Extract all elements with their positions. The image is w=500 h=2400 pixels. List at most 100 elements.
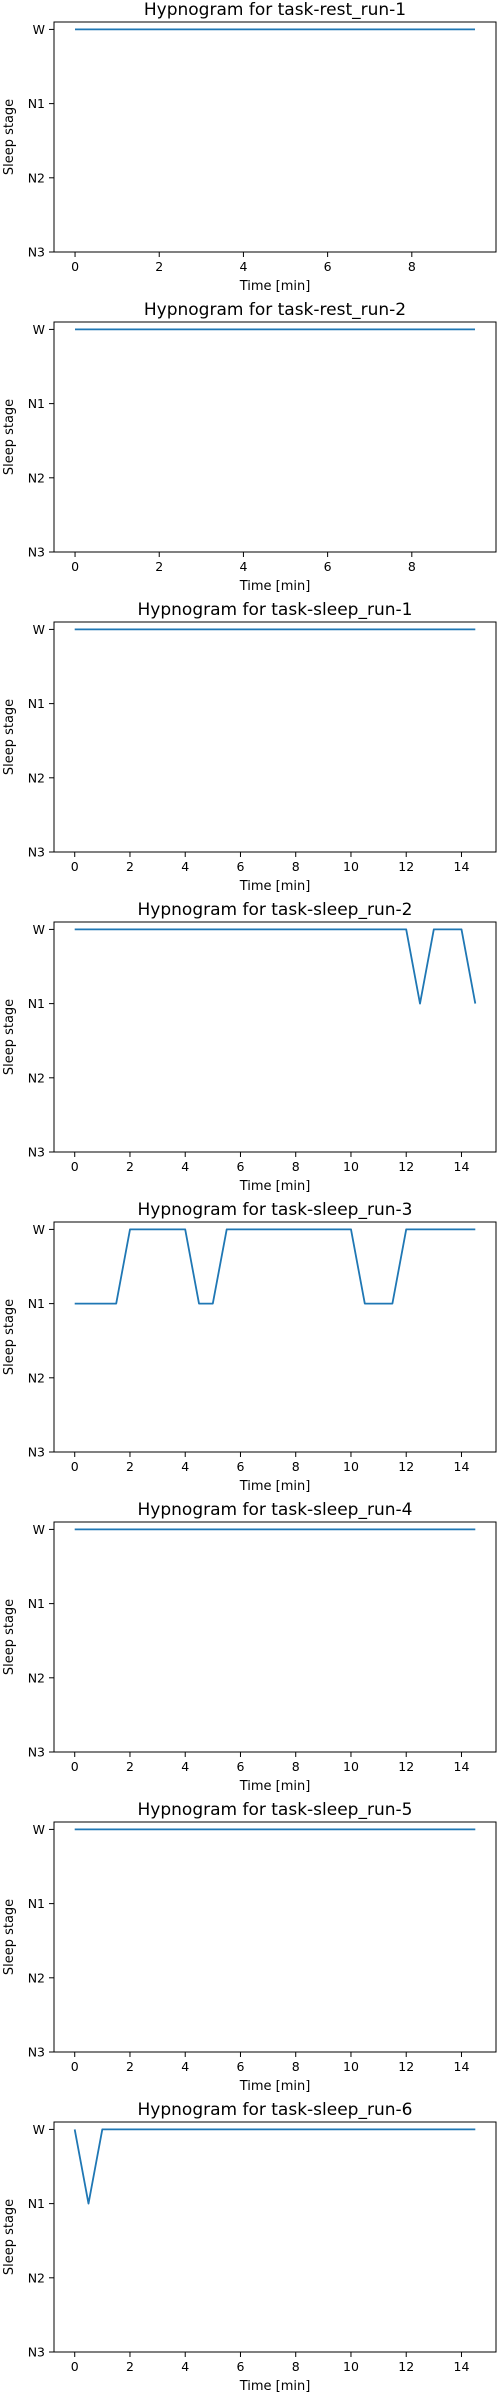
x-tick-label: 0 xyxy=(71,1459,79,1474)
chart-title: Hypnogram for task-rest_run-2 xyxy=(144,300,406,320)
series-line-1 xyxy=(73,2128,476,2205)
x-tick-label: 2 xyxy=(155,259,163,274)
x-tick-label: 12 xyxy=(398,1459,414,1474)
chart-panel-3: Hypnogram for task-sleep_run-1 Sleep stag… xyxy=(2,600,497,894)
x-tick-label: 0 xyxy=(71,259,79,274)
x-tick-label: 10 xyxy=(343,2359,359,2374)
y-tick-label: N3 xyxy=(28,545,45,560)
x-axis-label: Time [min] xyxy=(239,2079,311,2094)
y-tick-label: W xyxy=(33,2122,45,2137)
x-tick-label: 0 xyxy=(71,2059,79,2074)
plot-frame xyxy=(53,21,497,253)
x-axis-label: Time [min] xyxy=(239,1179,311,1194)
y-tick-label: W xyxy=(33,1222,45,1237)
x-tick-label: 12 xyxy=(398,859,414,874)
x-tick-label: 10 xyxy=(343,1159,359,1174)
x-tick-label: 2 xyxy=(126,1459,134,1474)
chart-title: Hypnogram for task-sleep_run-3 xyxy=(138,1200,413,1220)
chart-panel-2: Hypnogram for task-rest_run-2 Sleep stage… xyxy=(2,300,497,594)
x-tick-label: 2 xyxy=(126,2059,134,2074)
y-tick-label: N1 xyxy=(28,2196,45,2211)
chart-title: Hypnogram for task-rest_run-1 xyxy=(144,0,406,20)
x-tick-label: 8 xyxy=(292,1459,300,1474)
y-tick-label: N1 xyxy=(28,396,45,411)
plot-frame xyxy=(53,2121,497,2353)
chart-panel-4: Hypnogram for task-sleep_run-2 Sleep stag… xyxy=(2,900,497,1194)
x-tick-label: 8 xyxy=(408,559,416,574)
x-axis-label: Time [min] xyxy=(239,279,311,294)
chart-title: Hypnogram for task-sleep_run-4 xyxy=(138,1500,413,1520)
plot-frame xyxy=(53,621,497,853)
x-tick-label: 8 xyxy=(292,1159,300,1174)
x-tick-label: 4 xyxy=(181,2059,189,2074)
x-tick-label: 14 xyxy=(454,1759,470,1774)
y-axis-label: Sleep stage xyxy=(2,1599,17,1675)
x-tick-label: 10 xyxy=(343,1459,359,1474)
x-tick-label: 14 xyxy=(454,1459,470,1474)
y-tick-label: N2 xyxy=(28,170,45,185)
x-tick-label: 6 xyxy=(236,1459,244,1474)
x-tick-label: 14 xyxy=(454,1159,470,1174)
x-tick-label: 8 xyxy=(292,1759,300,1774)
x-tick-label: 10 xyxy=(343,1759,359,1774)
y-tick-label: N3 xyxy=(28,1145,45,1160)
x-tick-label: 0 xyxy=(71,1759,79,1774)
x-tick-label: 2 xyxy=(155,559,163,574)
x-axis-label: Time [min] xyxy=(239,1779,311,1794)
plot-frame xyxy=(53,1821,497,2053)
y-tick-label: N3 xyxy=(28,1745,45,1760)
series-line-1 xyxy=(74,928,477,1005)
y-tick-label: N2 xyxy=(28,2270,45,2285)
y-axis-label: Sleep stage xyxy=(2,999,17,1075)
y-tick-label: N3 xyxy=(28,845,45,860)
x-tick-label: 6 xyxy=(236,1759,244,1774)
x-tick-label: 14 xyxy=(454,2059,470,2074)
x-tick-label: 6 xyxy=(236,2359,244,2374)
plot-frame xyxy=(53,921,497,1153)
x-axis-label: Time [min] xyxy=(239,1479,311,1494)
y-tick-label: W xyxy=(33,22,45,37)
x-tick-label: 4 xyxy=(181,859,189,874)
y-tick-label: N1 xyxy=(28,1296,45,1311)
y-tick-label: N3 xyxy=(28,245,45,260)
x-tick-label: 6 xyxy=(324,559,332,574)
x-axis-label: Time [min] xyxy=(239,879,311,894)
x-tick-label: 6 xyxy=(236,2059,244,2074)
x-tick-label: 8 xyxy=(408,259,416,274)
x-tick-label: 14 xyxy=(454,859,470,874)
x-tick-label: 0 xyxy=(71,1159,79,1174)
plot-frame xyxy=(53,1521,497,1753)
x-tick-label: 8 xyxy=(292,859,300,874)
chart-panel-6: Hypnogram for task-sleep_run-4 Sleep stag… xyxy=(2,1500,497,1794)
x-tick-label: 4 xyxy=(181,1159,189,1174)
x-tick-label: 12 xyxy=(398,2359,414,2374)
y-tick-label: N2 xyxy=(28,1970,45,1985)
x-tick-label: 10 xyxy=(343,859,359,874)
chart-title: Hypnogram for task-sleep_run-5 xyxy=(138,1800,413,1820)
chart-title: Hypnogram for task-sleep_run-1 xyxy=(138,600,413,620)
y-axis-label: Sleep stage xyxy=(2,2199,17,2275)
y-tick-label: W xyxy=(33,922,45,937)
y-tick-label: N3 xyxy=(28,2045,45,2060)
x-tick-label: 0 xyxy=(71,559,79,574)
plot-frame xyxy=(53,1221,497,1453)
y-tick-label: N3 xyxy=(28,1445,45,1460)
x-tick-label: 8 xyxy=(292,2359,300,2374)
x-tick-label: 4 xyxy=(239,259,247,274)
x-tick-label: 12 xyxy=(398,2059,414,2074)
y-tick-label: W xyxy=(33,1822,45,1837)
y-tick-label: W xyxy=(33,322,45,337)
plot-frame xyxy=(53,321,497,553)
series-line-1 xyxy=(74,1228,476,1305)
y-tick-label: N2 xyxy=(28,470,45,485)
y-tick-label: N2 xyxy=(28,1670,45,1685)
y-tick-label: N1 xyxy=(28,1896,45,1911)
x-tick-label: 0 xyxy=(71,2359,79,2374)
chart-panel-7: Hypnogram for task-sleep_run-5 Sleep stag… xyxy=(2,1800,497,2094)
x-tick-label: 6 xyxy=(236,1159,244,1174)
y-tick-label: W xyxy=(33,622,45,637)
x-tick-label: 14 xyxy=(454,2359,470,2374)
y-tick-label: W xyxy=(33,1522,45,1537)
chart-panel-5: Hypnogram for task-sleep_run-3 Sleep stag… xyxy=(2,1200,497,1494)
